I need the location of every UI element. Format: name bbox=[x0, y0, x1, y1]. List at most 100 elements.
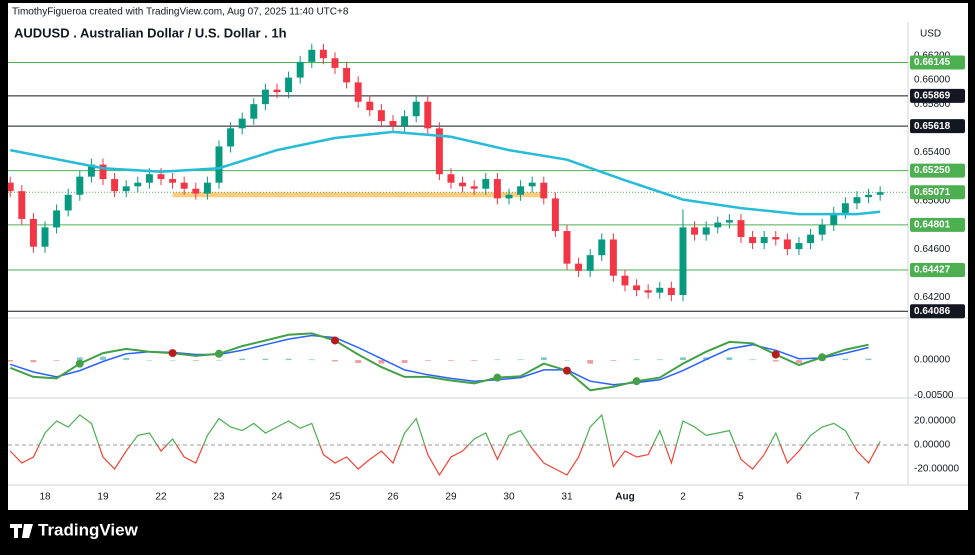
candle-body bbox=[99, 164, 107, 180]
level-label-box bbox=[910, 217, 965, 232]
macd-line bbox=[9, 332, 869, 392]
candle-body bbox=[772, 237, 780, 240]
level-label-box bbox=[910, 119, 965, 134]
x-tick-label: 22 bbox=[155, 492, 167, 503]
level-label-box bbox=[910, 263, 965, 278]
candle-body bbox=[737, 220, 745, 238]
cross-dot bbox=[330, 336, 339, 345]
candle-body bbox=[354, 82, 362, 102]
candle-body bbox=[157, 174, 165, 180]
candle-body bbox=[575, 263, 583, 271]
histogram-bar bbox=[448, 360, 454, 361]
x-tick-label: 29 bbox=[445, 492, 457, 503]
candle-body bbox=[319, 49, 327, 59]
level-label: 0.65869 bbox=[914, 90, 951, 101]
candle-body bbox=[273, 89, 281, 93]
candle-body bbox=[621, 275, 629, 286]
candle-body bbox=[830, 212, 838, 225]
candle-body bbox=[76, 176, 84, 195]
x-tick-label: 7 bbox=[854, 492, 860, 503]
level-label-box bbox=[910, 185, 965, 200]
candle-body bbox=[377, 110, 385, 122]
level-label: 0.64801 bbox=[914, 219, 951, 230]
histogram-bar bbox=[401, 360, 408, 363]
candle-body bbox=[64, 194, 72, 211]
level-label-box bbox=[910, 88, 965, 103]
candle-body bbox=[87, 164, 95, 177]
x-tick-label: 18 bbox=[39, 492, 51, 503]
y-tick-label: 0.65000 bbox=[914, 195, 951, 206]
logo-text: TradingView bbox=[38, 520, 139, 539]
candle-body bbox=[691, 227, 699, 235]
candle-body bbox=[633, 285, 641, 291]
candle-body bbox=[841, 203, 849, 213]
x-tick-label: 2 bbox=[680, 492, 686, 503]
candle-body bbox=[725, 220, 733, 223]
histogram-bar bbox=[517, 359, 524, 361]
histogram-bar bbox=[540, 357, 547, 361]
candle-body bbox=[122, 186, 130, 192]
x-tick-label: 24 bbox=[271, 492, 283, 503]
candle-body bbox=[749, 237, 757, 244]
candle-body bbox=[459, 182, 467, 187]
candle-body bbox=[470, 186, 478, 189]
candle-body bbox=[296, 61, 304, 78]
histogram-bar bbox=[8, 360, 14, 362]
candle-body bbox=[679, 227, 687, 296]
candle-body bbox=[111, 179, 119, 192]
histogram-bar bbox=[53, 360, 60, 361]
cross-dot bbox=[771, 350, 780, 359]
credit: TimothyFigueroa created with TradingView… bbox=[12, 7, 349, 18]
y-tick-label: 0.00000 bbox=[914, 355, 951, 366]
histogram-bar bbox=[30, 360, 37, 363]
candle-body bbox=[656, 287, 664, 293]
histogram-bar bbox=[424, 360, 431, 361]
candle-body bbox=[192, 188, 200, 194]
cross-dot bbox=[562, 366, 571, 375]
candle-body bbox=[876, 192, 884, 195]
candle-body bbox=[366, 101, 374, 111]
candle-body bbox=[760, 237, 768, 244]
candle-body bbox=[807, 234, 815, 244]
histogram-bar bbox=[285, 358, 292, 361]
histogram-bar bbox=[216, 360, 222, 361]
candle-body bbox=[203, 182, 211, 194]
x-tick-label: 31 bbox=[561, 492, 573, 503]
y-tick-label: 0.66000 bbox=[914, 75, 951, 86]
candle-body bbox=[435, 128, 443, 175]
candle-body bbox=[447, 174, 455, 183]
histogram-bar bbox=[749, 359, 756, 361]
candle-body bbox=[795, 243, 803, 250]
cross-dot bbox=[75, 359, 84, 368]
candle-body bbox=[412, 101, 420, 117]
histogram-bar bbox=[656, 359, 663, 361]
level-label: 0.64086 bbox=[914, 306, 951, 317]
candle-body bbox=[517, 186, 525, 195]
candle-body bbox=[343, 67, 351, 83]
candle-body bbox=[505, 194, 513, 199]
candle-body bbox=[53, 210, 61, 228]
cross-dot bbox=[168, 349, 177, 358]
level-label: 0.65250 bbox=[914, 165, 951, 176]
y-tick-label: 0.64200 bbox=[914, 292, 951, 303]
candle-body bbox=[551, 198, 559, 232]
cross-dot bbox=[214, 349, 223, 358]
candle-body bbox=[853, 197, 861, 204]
chart-title: AUDUSD . Australian Dollar / U.S. Dollar… bbox=[14, 25, 287, 40]
x-tick-label: Aug bbox=[615, 492, 634, 503]
candle-body bbox=[609, 239, 617, 276]
histogram-bar bbox=[169, 360, 176, 361]
histogram-bar bbox=[262, 358, 269, 361]
candle-body bbox=[540, 182, 548, 199]
moving-average bbox=[9, 130, 881, 216]
level-label: 0.66145 bbox=[914, 57, 951, 68]
candle-body bbox=[169, 179, 177, 183]
candle-body bbox=[250, 104, 258, 119]
candle-body bbox=[134, 182, 142, 187]
candle-body bbox=[18, 191, 26, 219]
candle-body bbox=[8, 182, 14, 192]
candle-body bbox=[563, 231, 571, 264]
level-label: 0.65071 bbox=[914, 187, 951, 198]
price-pane bbox=[8, 43, 908, 312]
